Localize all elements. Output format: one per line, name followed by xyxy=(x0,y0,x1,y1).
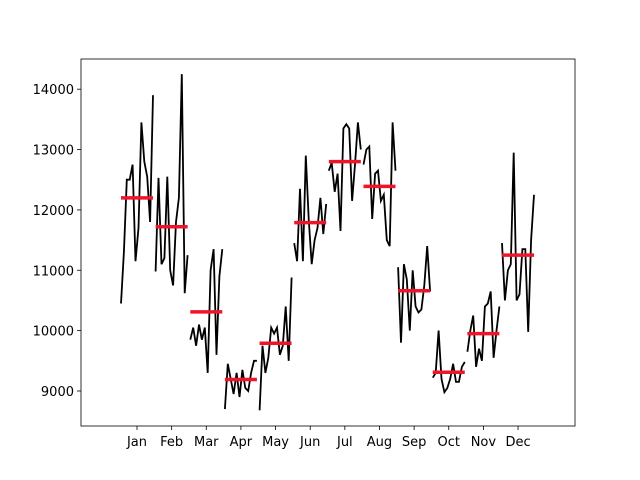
x-tick-label: Mar xyxy=(194,435,219,450)
subseries-line xyxy=(154,74,189,294)
x-tick-label: Oct xyxy=(438,435,460,450)
subseries-line xyxy=(120,95,154,304)
x-tick-label: May xyxy=(262,435,289,450)
subseries-line xyxy=(501,152,535,332)
x-tick-label: Jan xyxy=(126,435,147,450)
x-tick-label: Apr xyxy=(230,435,253,450)
x-tick-label: Nov xyxy=(471,435,497,450)
x-tick-label: Aug xyxy=(367,435,392,450)
subseries-line xyxy=(258,277,293,411)
x-tick-label: Feb xyxy=(160,435,183,450)
y-tick-label: 9000 xyxy=(41,385,74,400)
subseries-line xyxy=(224,359,257,410)
subseries-line xyxy=(293,155,328,265)
y-tick-label: 10000 xyxy=(33,325,74,340)
x-tick-label: Jun xyxy=(299,435,320,450)
subseries-line xyxy=(432,330,466,395)
subseries-line xyxy=(397,246,431,343)
x-tick-label: Dec xyxy=(505,435,530,450)
y-tick-label: 12000 xyxy=(33,204,74,219)
x-tick-label: Jul xyxy=(336,435,353,450)
y-tick-label: 11000 xyxy=(33,264,74,279)
y-tick-label: 13000 xyxy=(33,144,74,159)
plot-frame xyxy=(80,58,576,427)
subseries-line xyxy=(327,122,362,232)
x-tick-label: Sep xyxy=(402,435,427,450)
y-tick-label: 14000 xyxy=(33,83,74,98)
subseries-line xyxy=(189,248,224,373)
